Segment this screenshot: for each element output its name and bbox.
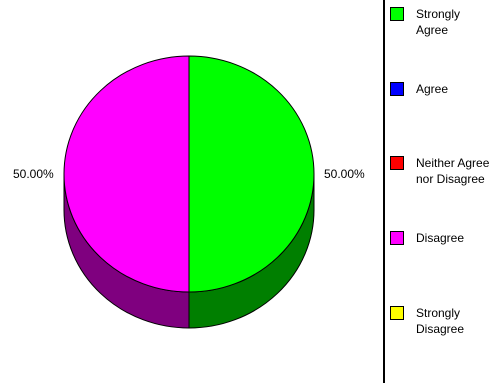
slice-value-label-0: 50.00% (324, 167, 365, 181)
pie-chart: 50.00% 50.00% (13, 55, 365, 329)
legend-label: Agree (416, 82, 449, 96)
legend-label: Strongly Disagree (416, 306, 465, 336)
legend-swatch (390, 82, 404, 96)
legend-label: Disagree (416, 231, 465, 245)
legend-divider (383, 0, 385, 383)
pie-chart-svg (63, 55, 315, 329)
legend-label: Neither Agree nor Disagree (416, 156, 490, 186)
legend-swatch (390, 231, 404, 245)
pie-slice-3 (63, 55, 190, 293)
legend-swatch (390, 156, 404, 170)
pie-slice-0 (188, 55, 315, 293)
legend-label: Strongly Agree (416, 7, 461, 37)
legend-swatch (390, 306, 404, 320)
legend: Strongly Agree Agree Neither Agree nor Dis… (390, 0, 502, 383)
legend-swatch (390, 7, 404, 21)
slice-value-label-3: 50.00% (13, 167, 54, 181)
